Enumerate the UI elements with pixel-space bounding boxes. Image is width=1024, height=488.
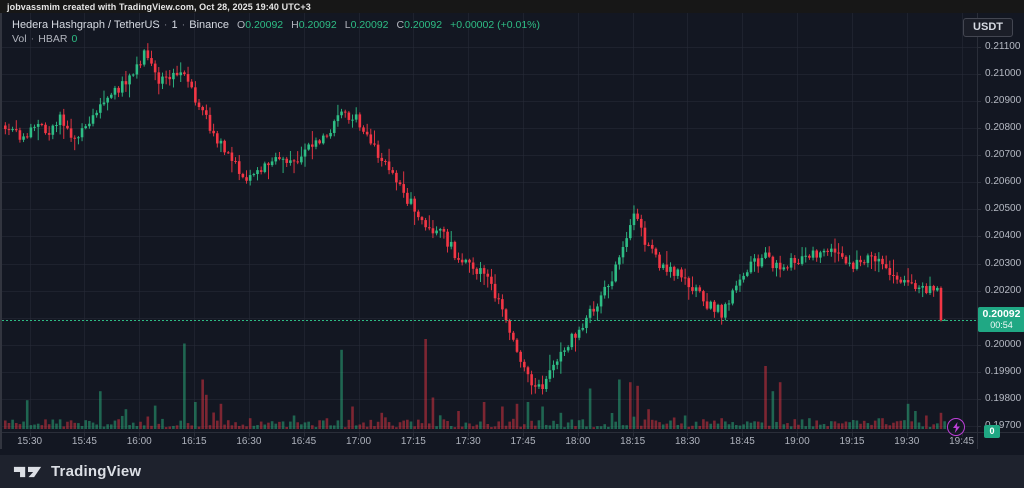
price-axis-label: 0.20200 [985,284,1022,296]
quick-trade-button[interactable] [947,418,965,436]
ohlc-low: L0.20092 [344,19,389,31]
ohlc-close: C0.20092 [396,19,443,31]
interval-label[interactable]: 1 [171,19,178,31]
ohlc-open: O0.20092 [237,19,284,31]
chart-widget: Hedera Hashgraph / TetherUS · 1 · Binanc… [0,13,1024,449]
price-axis-label: 0.19800 [985,392,1022,404]
price-axis-label: 0.20300 [985,257,1022,269]
attribution-bar: jobvassmim created with TradingView.com,… [0,0,1024,13]
time-axis-label: 19:45 [949,436,975,447]
time-axis-label: 19:00 [784,436,810,447]
time-axis-label: 17:45 [510,436,536,447]
lightning-icon [952,421,960,433]
time-axis-label: 19:15 [839,436,865,447]
time-axis-label: 17:30 [455,436,481,447]
current-price-badge: 0.20092 00:54 [978,306,1024,332]
time-axis-label: 16:00 [126,436,152,447]
price-change: +0.00002 (+0.01%) [450,19,540,31]
price-axis[interactable]: 0.21100 0.21000 0.20900 0.20800 0.20700 0.206… [979,13,1024,433]
currency-unit-button[interactable]: USDT [963,18,1013,37]
price-axis-label: 0.19900 [985,365,1022,377]
price-chart-canvas[interactable] [2,13,1024,449]
time-axis-label: 16:45 [291,436,317,447]
time-axis[interactable]: 15:30 15:45 16:00 16:15 16:30 16:45 17:00 17:15… [2,433,978,449]
volume-axis-badge: 0 [984,425,1000,438]
time-axis-label: 16:15 [181,436,207,447]
volume-value: 0 [71,33,78,45]
tradingview-logo-icon[interactable] [13,463,43,480]
time-axis-label: 18:15 [620,436,646,447]
volume-unit: HBAR [38,33,68,45]
attribution-text: jobvassmim created with TradingView.com,… [7,1,311,12]
time-axis-label: 18:30 [674,436,700,447]
price-axis-label: 0.20500 [985,203,1022,215]
price-axis-label: 0.20600 [985,176,1022,188]
time-axis-label: 18:00 [565,436,591,447]
time-axis-label: 16:30 [236,436,262,447]
footer-bar: TradingView [0,455,1024,488]
price-axis-label: 0.20800 [985,122,1022,134]
time-axis-label: 15:45 [71,436,97,447]
volume-label: Vol [12,33,27,45]
price-axis-label: 0.20700 [985,149,1022,161]
current-price-value: 0.20092 [982,307,1021,320]
time-axis-label: 17:00 [346,436,372,447]
price-axis-label: 0.20900 [985,95,1022,107]
tradingview-brand-link[interactable]: TradingView [51,463,142,480]
price-axis-label: 0.20400 [985,230,1022,242]
price-axis-label: 0.21000 [985,68,1022,80]
bar-countdown: 00:54 [990,319,1013,330]
time-axis-label: 19:30 [894,436,920,447]
time-axis-label: 18:45 [729,436,755,447]
symbol-title[interactable]: Hedera Hashgraph / TetherUS [12,19,160,31]
time-axis-label: 15:30 [17,436,43,447]
time-axis-label: 17:15 [400,436,426,447]
exchange-label: Binance [189,19,230,31]
price-axis-label: 0.21100 [985,41,1021,52]
ohlc-high: H0.20092 [291,19,337,31]
chart-legend: Hedera Hashgraph / TetherUS · 1 · Binanc… [12,19,540,45]
price-axis-label: 0.20000 [985,338,1022,350]
price-axis-label: 0.19700 [985,419,1022,431]
